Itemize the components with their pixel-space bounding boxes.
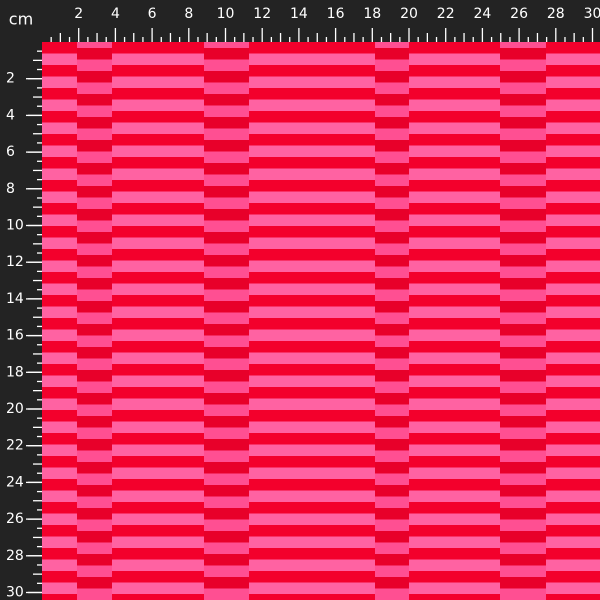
top-ruler-label: 26 bbox=[510, 6, 528, 22]
left-ruler-label: 24 bbox=[6, 474, 24, 490]
top-ruler-label: 30 bbox=[584, 6, 600, 22]
left-ruler-label: 14 bbox=[6, 291, 24, 307]
top-ruler-label: 6 bbox=[148, 6, 157, 22]
top-ruler-label: 10 bbox=[217, 6, 235, 22]
top-ruler-label: 22 bbox=[437, 6, 455, 22]
top-ruler-label: 8 bbox=[184, 6, 193, 22]
left-ruler-label: 30 bbox=[6, 585, 24, 600]
left-ruler-label: 12 bbox=[6, 254, 24, 270]
top-ruler-label: 24 bbox=[473, 6, 491, 22]
top-ruler-label: 18 bbox=[363, 6, 381, 22]
top-ruler-label: 4 bbox=[111, 6, 120, 22]
fabric-pattern bbox=[42, 42, 600, 600]
top-ruler-label: 20 bbox=[400, 6, 418, 22]
left-ruler-label: 28 bbox=[6, 548, 24, 564]
left-ruler-label: 2 bbox=[6, 71, 15, 87]
left-ruler-label: 16 bbox=[6, 328, 24, 344]
unit-label: cm bbox=[9, 10, 33, 29]
top-ruler-label: 28 bbox=[547, 6, 565, 22]
top-ruler-label: 2 bbox=[74, 6, 83, 22]
left-ruler-label: 20 bbox=[6, 401, 24, 417]
ruler-ticks bbox=[26, 28, 594, 594]
top-ruler-label: 16 bbox=[327, 6, 345, 22]
left-ruler-label: 26 bbox=[6, 511, 24, 527]
left-ruler-label: 6 bbox=[6, 144, 15, 160]
top-ruler-label: 12 bbox=[253, 6, 271, 22]
left-ruler-label: 10 bbox=[6, 218, 24, 234]
left-ruler-label: 4 bbox=[6, 107, 15, 123]
left-ruler-label: 18 bbox=[6, 364, 24, 380]
left-ruler-label: 22 bbox=[6, 438, 24, 454]
left-ruler-label: 8 bbox=[6, 181, 15, 197]
top-ruler-label: 14 bbox=[290, 6, 308, 22]
